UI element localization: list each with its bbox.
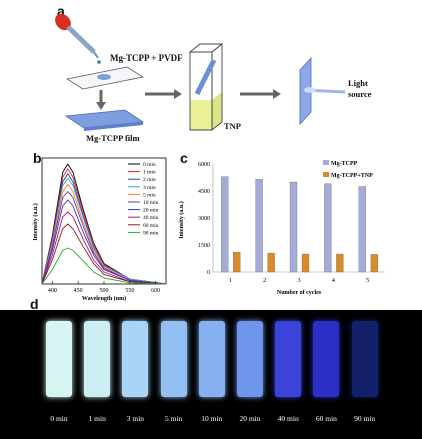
spectrum-line-0-min (41, 163, 167, 285)
panel-c-letter: c (180, 150, 188, 166)
legend-text-mg-tcpp: Mg-TCPP (331, 161, 358, 167)
chart-c-ytick-label: 6000 (198, 162, 210, 168)
chart-c-xlabel: Number of cycles (277, 290, 322, 296)
bar-mg-tcpp-cycle-4 (324, 183, 332, 273)
spectrum-line-40-min (41, 211, 167, 285)
chart-c-x-ticks: 1 2 3 4 5 (229, 277, 370, 284)
strip-time-label: 5 min (164, 414, 183, 423)
right-arrow-1 (145, 89, 182, 99)
film-strip (237, 321, 263, 397)
strip-time-label: 1 min (88, 414, 106, 423)
film-strip (84, 321, 111, 397)
mg-tcpp-film (64, 109, 145, 131)
light-label-1: Light (348, 78, 368, 88)
chart-c-xtick-label: 5 (366, 277, 369, 284)
bar-mg-tcpp-tnp-cycle-3 (301, 253, 310, 273)
chart-b-legend-label: 3 min (143, 185, 156, 191)
chart-b-xtick-label: 400 (48, 288, 57, 294)
chart-c-y-ticks: 0 1500 3000 4500 6000 (198, 162, 210, 276)
panel-d-letter: d (30, 296, 39, 312)
chart-c-bars (221, 176, 378, 273)
spectrum-line-20-min (41, 199, 167, 285)
bar-mg-tcpp-cycle-2 (255, 179, 263, 273)
film-strip (351, 321, 378, 397)
bar-mg-tcpp-tnp-cycle-5 (370, 254, 378, 273)
legend-swatch-mg-tcpp (323, 160, 329, 165)
chart-b-legend-label: 1 min (143, 170, 156, 176)
light-source-setup (299, 56, 346, 126)
glass-slide (65, 66, 145, 90)
film-strip (122, 321, 149, 397)
cuvette (188, 43, 224, 131)
legend-text-mg-tcpp-tnp: Mg-TCPP+TNP (331, 173, 373, 179)
light-label-2: source (348, 89, 372, 99)
chart-b-series (41, 163, 167, 285)
chart-b-xtick-label: 550 (125, 288, 134, 294)
chart-b-xtick-label: 600 (151, 288, 160, 294)
chart-b-legend-label: 2 min (143, 177, 156, 183)
chart-b-legend-label: 40 min (143, 215, 159, 221)
film-strip (160, 321, 187, 397)
spectrum-line-1-min (41, 168, 167, 285)
spectrum-line-90-min (41, 247, 167, 285)
chart-c-ytick-label: 1500 (198, 243, 210, 249)
chart-c-ylabel: Intensity (a.u.) (178, 201, 185, 239)
film-strip (46, 321, 72, 397)
cycle-bar-chart: 0 1500 3000 4500 6000 1 2 3 4 5 Mg-TCPP Mg-TCPP+… (178, 160, 385, 296)
chart-c-ytick-label: 0 (207, 270, 210, 276)
chart-b-legend-label: 10 min (143, 200, 159, 206)
bar-mg-tcpp-tnp-cycle-1 (233, 252, 241, 273)
chart-c-xtick-label: 3 (297, 277, 300, 284)
reagent-label: TNP (224, 121, 241, 131)
chart-b-x-ticks: 400 450 500 550 600 (48, 281, 160, 294)
panel-a-schematic (55, 13, 346, 131)
spectrum-line-60-min (41, 223, 167, 285)
solution-label: Mg-TCPP + PVDF (110, 53, 183, 63)
panel-a-letter: a (57, 3, 65, 19)
down-arrow (96, 90, 106, 110)
bar-mg-tcpp-tnp-cycle-2 (267, 252, 275, 273)
film-strip (313, 321, 340, 397)
chart-c-legend: Mg-TCPP Mg-TCPP+TNP (323, 160, 373, 179)
chart-b-legend-label: 0 min (143, 162, 156, 168)
chart-b-legend-label: 90 min (143, 230, 159, 236)
film-strip (198, 321, 225, 397)
chart-c-xtick-label: 2 (263, 277, 266, 284)
chart-c-ytick-label: 4500 (198, 189, 210, 195)
right-arrow-2 (240, 89, 281, 99)
bar-mg-tcpp-cycle-5 (358, 186, 366, 273)
spectrum-line-5-min (41, 183, 167, 285)
bar-mg-tcpp-tnp-cycle-4 (336, 253, 344, 273)
chart-b-legend-label: 60 min (143, 223, 159, 229)
chart-b-legend-label: 20 min (143, 208, 159, 214)
bar-mg-tcpp-cycle-3 (289, 181, 298, 273)
chart-b-xtick-label: 500 (100, 288, 109, 294)
strip-time-label: 40 min (277, 414, 299, 423)
strip-time-label: 20 min (239, 414, 261, 423)
spectrum-line-3-min (41, 177, 167, 285)
film-strip (275, 321, 302, 397)
strip-time-label: 0 min (50, 414, 68, 423)
strip-time-label: 90 min (354, 414, 376, 423)
dropper-icon (55, 13, 101, 64)
bar-mg-tcpp-cycle-1 (221, 176, 229, 273)
strip-time-label: 3 min (126, 414, 145, 423)
strip-time-label: 10 min (201, 414, 223, 423)
film-label: Mg-TCPP film (86, 133, 140, 143)
legend-swatch-mg-tcpp-tnp (323, 172, 329, 177)
chart-b-legend-label: 5 min (143, 192, 156, 198)
chart-b-ylabel: Intensity (a.u.) (32, 203, 39, 241)
strip-time-label: 60 min (315, 414, 337, 423)
chart-b-xlabel: Wavelength (nm) (82, 295, 126, 302)
chart-c-ytick-label: 3000 (198, 216, 210, 222)
chart-b-xtick-label: 450 (74, 288, 83, 294)
chart-c-xtick-label: 4 (332, 277, 336, 284)
chart-c-xtick-label: 1 (229, 277, 232, 284)
panel-b-letter: b (33, 150, 42, 166)
spectrum-line-10-min (41, 191, 167, 285)
